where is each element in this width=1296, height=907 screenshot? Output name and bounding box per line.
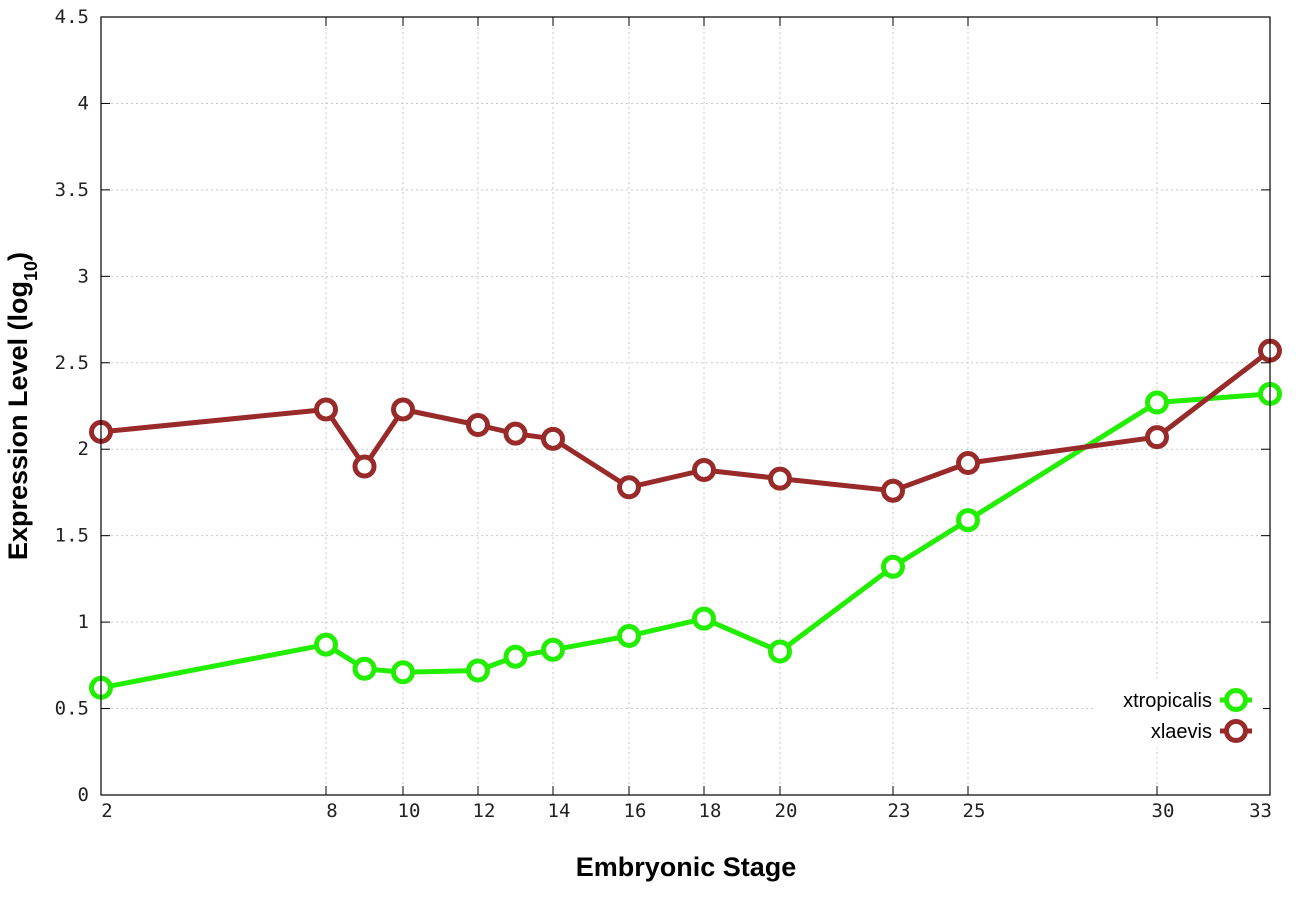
x-tick-label: 25 xyxy=(963,800,986,822)
data-point-xlaevis xyxy=(881,478,905,503)
data-point-xlaevis xyxy=(692,457,716,482)
data-point-xlaevis xyxy=(391,397,415,422)
data-point-xtropicalis xyxy=(352,656,377,681)
x-axis-title: Embryonic Stage xyxy=(576,852,797,882)
data-point-xtropicalis xyxy=(391,660,415,685)
y-tick-label: 2 xyxy=(78,438,89,460)
data-point-xlaevis xyxy=(314,397,338,422)
y-tick-label: 4.5 xyxy=(55,6,89,28)
y-tick-label: 3.5 xyxy=(55,179,89,201)
grid xyxy=(101,17,1270,795)
x-tick-label: 2 xyxy=(101,800,112,822)
y-axis-title-close: ) xyxy=(3,252,33,261)
series-lines xyxy=(89,338,1282,700)
legend-label-xlaevis: xlaevis xyxy=(1151,721,1212,743)
y-tick-label: 1.5 xyxy=(55,525,89,547)
y-axis-title-subscript: 10 xyxy=(21,261,41,281)
x-tick-label: 8 xyxy=(326,800,337,822)
y-axis-title-main: Expression Level (log xyxy=(3,281,33,560)
data-point-xtropicalis xyxy=(503,644,528,669)
data-point-xlaevis xyxy=(352,454,377,479)
x-tick-label: 12 xyxy=(473,800,496,822)
data-point-xtropicalis xyxy=(881,554,905,579)
x-tick-label: 18 xyxy=(699,800,722,822)
data-point-xlaevis xyxy=(1145,425,1169,450)
data-point-xlaevis xyxy=(956,451,980,476)
data-point-xtropicalis xyxy=(314,632,338,657)
series-line-xtropicalis xyxy=(100,391,1271,691)
data-point-xlaevis xyxy=(466,413,490,438)
series-line-xlaevis xyxy=(100,348,1272,494)
x-tick-label: 33 xyxy=(1249,800,1272,822)
legend-swatch-marker-xtropicalis xyxy=(1224,688,1248,712)
data-point-xlaevis xyxy=(768,466,792,491)
legend: xtropicalis xlaevis xyxy=(1095,680,1263,748)
y-tick-label: 2.5 xyxy=(55,352,89,374)
data-point-xtropicalis xyxy=(466,658,490,683)
y-tick-label: 1 xyxy=(78,611,89,633)
axis-ticks: 0 0.5 1 1.5 2 2.5 3 3.5 4 4.5 2 8 10 12 14 16 18 20 23 25 30… xyxy=(55,6,1272,822)
data-point-xtropicalis xyxy=(1145,390,1169,415)
data-point-xlaevis xyxy=(503,421,528,446)
y-tick-label: 0.5 xyxy=(55,698,89,720)
data-point-xtropicalis xyxy=(692,606,716,631)
legend-swatch-marker-xlaevis xyxy=(1224,719,1248,743)
legend-label-xtropicalis: xtropicalis xyxy=(1123,690,1212,712)
x-tick-label: 23 xyxy=(888,800,911,822)
y-tick-label: 4 xyxy=(78,92,89,114)
data-point-xlaevis xyxy=(617,475,641,500)
x-tick-label: 20 xyxy=(775,800,798,822)
data-point-xlaevis xyxy=(541,426,565,451)
x-tick-label: 30 xyxy=(1152,800,1175,822)
data-point-xtropicalis xyxy=(768,639,792,664)
data-point-xtropicalis xyxy=(541,637,565,662)
x-tick-label: 16 xyxy=(624,800,647,822)
data-point-xtropicalis xyxy=(617,623,641,648)
y-tick-label: 0 xyxy=(78,784,89,806)
data-point-xtropicalis xyxy=(956,508,980,533)
x-tick-label: 10 xyxy=(398,800,421,822)
x-tick-label: 14 xyxy=(548,800,571,822)
plot-frame xyxy=(100,16,1271,796)
y-axis-title: Expression Level (log10) xyxy=(3,252,41,560)
y-tick-label: 3 xyxy=(78,265,89,287)
